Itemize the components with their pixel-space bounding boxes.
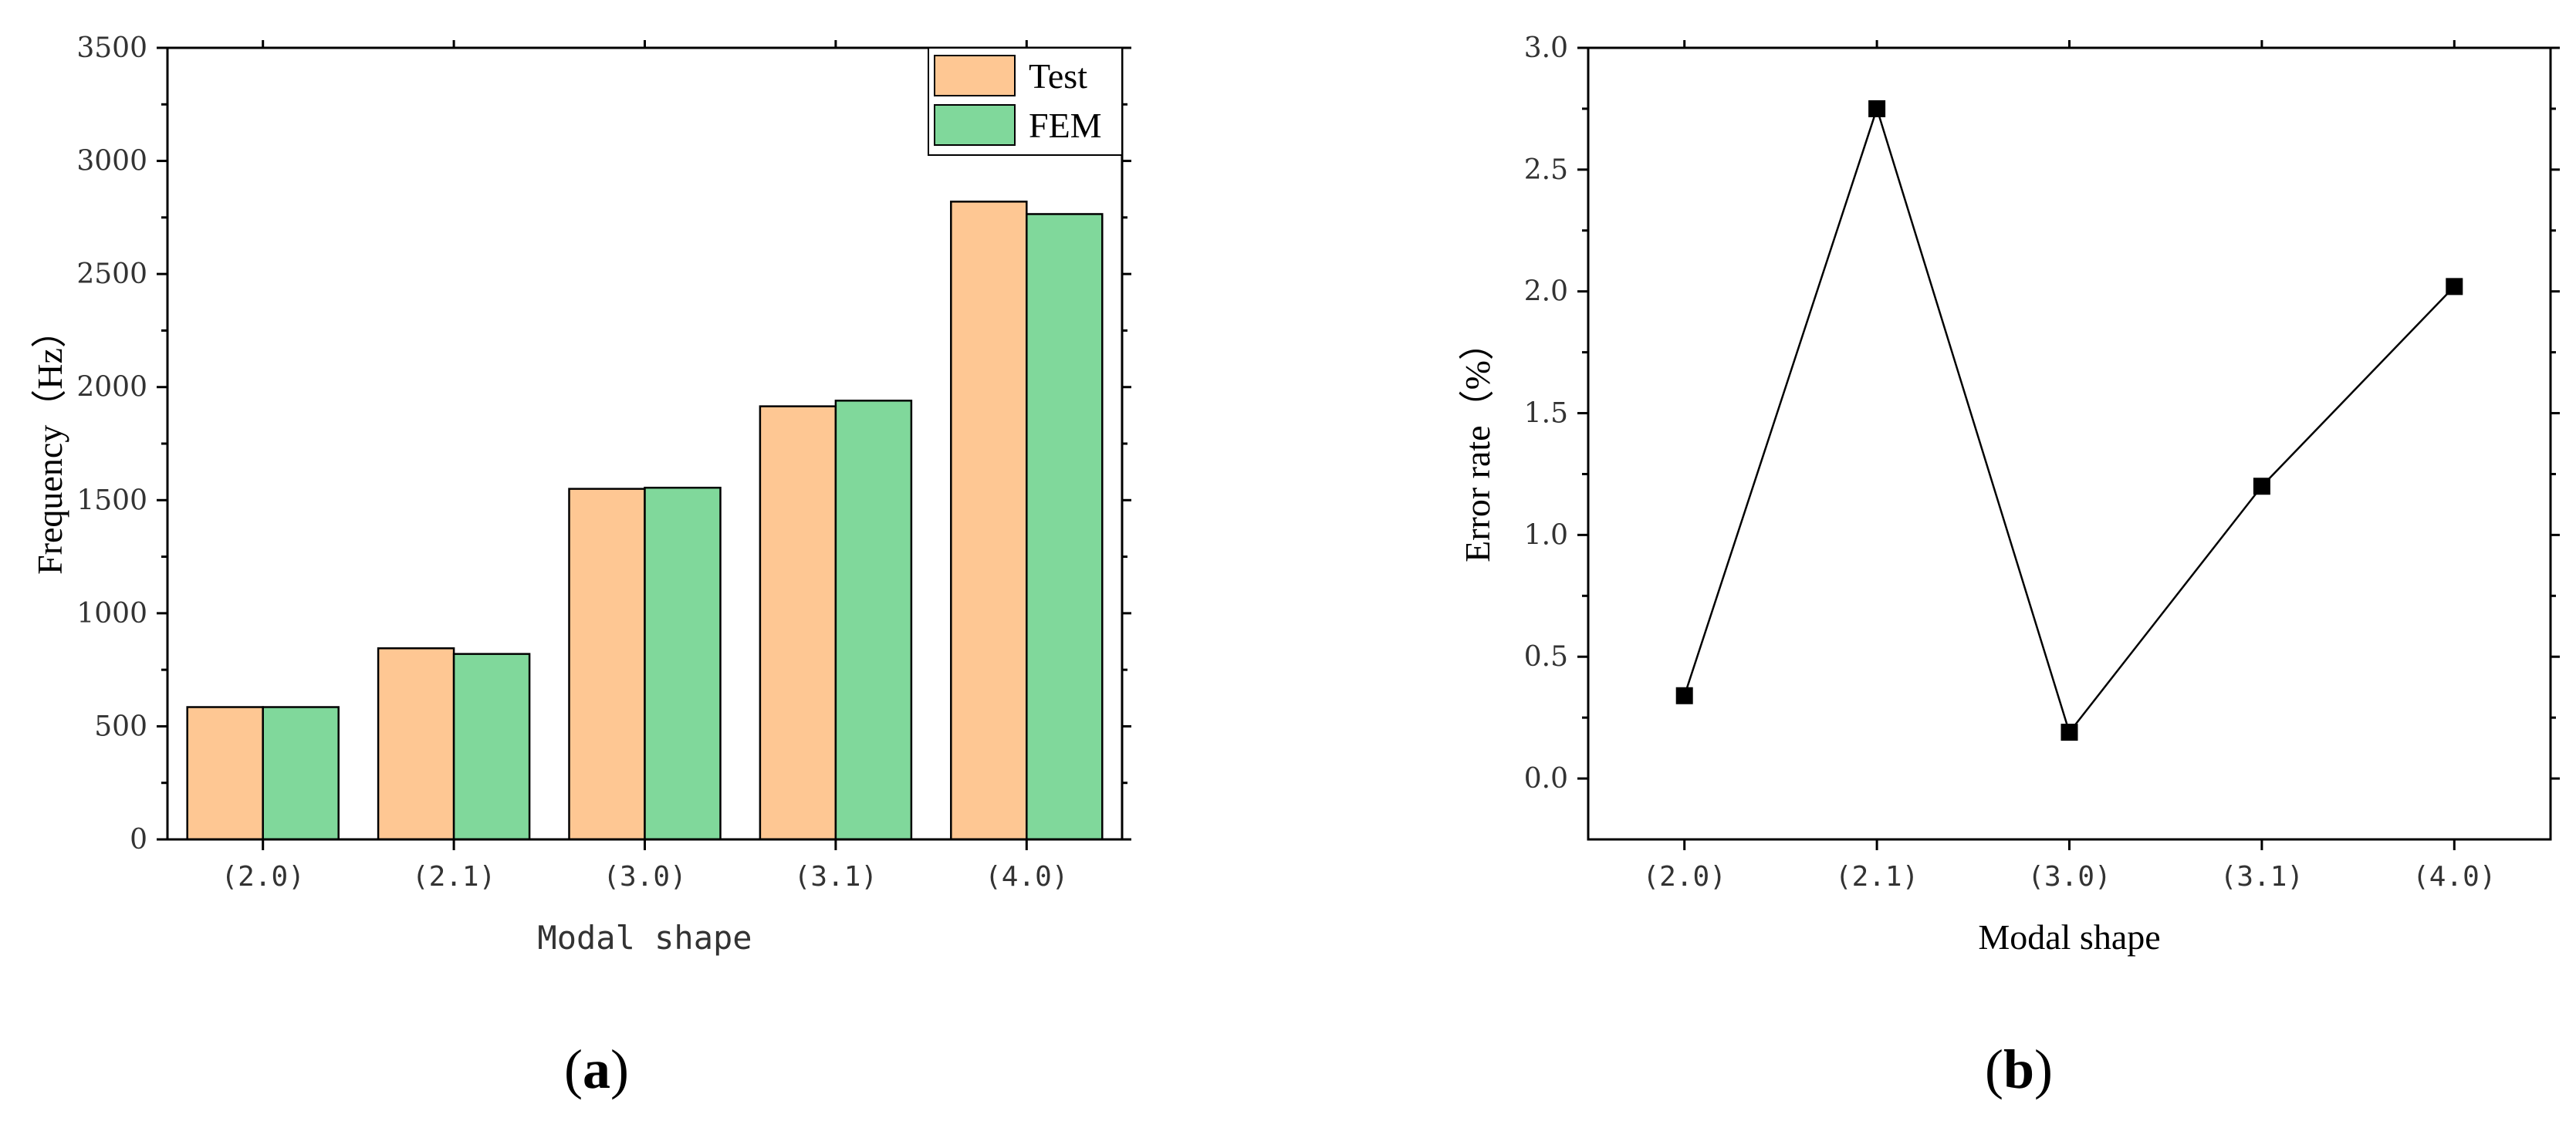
bar-test-3 — [759, 405, 837, 841]
bar-fem-1 — [452, 653, 531, 841]
panel-label-a: (a) — [564, 1038, 629, 1100]
y-tick-label: 500 — [94, 711, 147, 742]
y-tick-label: 2000 — [76, 372, 147, 403]
legend-swatch-fem — [934, 104, 1016, 146]
y-tick-label: 2.0 — [1524, 276, 1568, 308]
bar-test-0 — [186, 706, 264, 841]
x-axis-ticks: (2.0) (2.1) (3.0) (3.1) (4.0) — [221, 40, 1068, 893]
bar-fem-0 — [262, 706, 340, 841]
bar-fem-3 — [834, 400, 913, 841]
series-line — [1683, 105, 2456, 734]
panel-label-open: ( — [1985, 1038, 2003, 1100]
panel-label-b: (b) — [1985, 1038, 2053, 1100]
data-point-3 — [2253, 478, 2270, 495]
y-tick-label: 1000 — [76, 598, 147, 630]
plot-frame — [1587, 46, 2552, 841]
legend-label-fem: FEM — [1029, 106, 1102, 145]
legend-label-test: Test — [1029, 56, 1087, 96]
y-tick-label: 0.0 — [1524, 763, 1568, 795]
panel-label-letter: a — [583, 1038, 610, 1100]
series-markers — [1675, 100, 2463, 741]
y-tick-label: 3500 — [76, 32, 147, 64]
panel-label-letter: b — [2003, 1038, 2034, 1100]
y-axis-title: Error rate（%） — [1458, 325, 1497, 562]
x-tick-label: (3.1) — [794, 861, 877, 893]
x-tick-label: (2.1) — [1835, 861, 1918, 893]
y-axis-ticks: 0 500 1000 1500 2000 2500 3000 3500 — [76, 32, 1131, 856]
y-tick-label: 3.0 — [1524, 32, 1568, 64]
y-axis-title: Frequency（Hz） — [30, 312, 69, 575]
x-axis-title: Modal shape — [537, 919, 752, 957]
data-point-0 — [1675, 687, 1693, 704]
x-tick-label: (3.0) — [2027, 861, 2111, 893]
y-tick-label: 0.5 — [1524, 641, 1568, 673]
x-tick-label: (2.0) — [1643, 861, 1726, 893]
x-tick-label: (4.0) — [985, 861, 1068, 893]
bar-fem-4 — [1026, 213, 1104, 841]
bar-test-1 — [377, 647, 455, 841]
bars-group — [186, 201, 1104, 841]
bar-test-4 — [950, 201, 1028, 841]
y-axis-ticks: 0.0 0.5 1.0 1.5 2.0 2.5 3.0 — [1524, 32, 2560, 795]
x-tick-label: (3.0) — [603, 861, 686, 893]
y-tick-label: 1.0 — [1524, 519, 1568, 551]
x-axis-title: Modal shape — [1978, 917, 2160, 957]
y-tick-label: 2500 — [76, 258, 147, 290]
x-tick-label: (3.1) — [2220, 861, 2304, 893]
y-tick-label: 1.5 — [1524, 398, 1568, 430]
x-axis-ticks: (2.0) (2.1) (3.0) (3.1) (4.0) — [1643, 40, 2496, 893]
plot-frame — [166, 46, 1124, 841]
x-tick-label: (2.1) — [412, 861, 495, 893]
y-tick-label: 3000 — [76, 146, 147, 177]
panel-label-close: ) — [2034, 1038, 2053, 1100]
x-tick-label: (4.0) — [2412, 861, 2496, 893]
legend: Test FEM — [928, 47, 1123, 156]
panel-b-line-chart: 0.0 0.5 1.0 1.5 2.0 2.5 3.0 (2.0) (2.1) (3.0) (3.… — [1458, 32, 2560, 1100]
y-tick-label: 0 — [130, 824, 147, 856]
data-point-1 — [1868, 100, 1886, 117]
panel-label-open: ( — [564, 1038, 583, 1100]
y-tick-label: 1500 — [76, 485, 147, 516]
data-point-4 — [2446, 278, 2463, 295]
y-tick-label: 2.5 — [1524, 154, 1568, 186]
data-point-2 — [2060, 724, 2078, 741]
x-tick-label: (2.0) — [221, 861, 305, 893]
bar-test-2 — [568, 488, 646, 841]
legend-swatch-test — [934, 55, 1016, 96]
panel-label-close: ) — [610, 1038, 629, 1100]
bar-fem-2 — [644, 486, 722, 841]
